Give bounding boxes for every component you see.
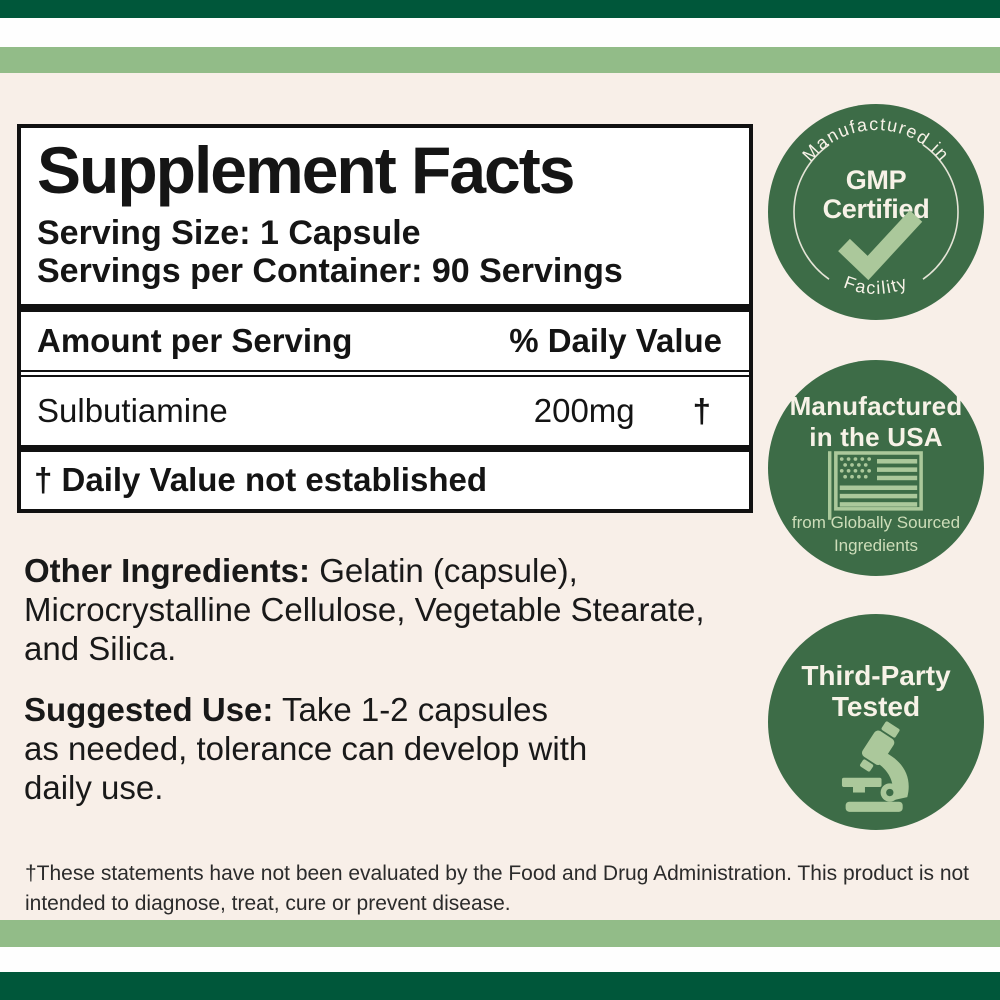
bottom-bar-white [0, 947, 1000, 972]
panel-title: Supplement Facts [37, 133, 575, 207]
badge-third-party-tested: Third-Party Tested [768, 614, 984, 830]
suggested-use-line: daily use. [24, 769, 164, 806]
serving-size: Serving Size: 1 Capsule [37, 213, 421, 252]
microscope-icon [830, 716, 922, 812]
section-divider-double [21, 369, 749, 377]
tested-title: Third-Party Tested [801, 660, 951, 722]
checkmark-icon [838, 210, 923, 281]
daily-value-header: % Daily Value [509, 321, 722, 359]
gmp-badge-graphic: Manufactured in GMP Certified Facility [768, 104, 984, 320]
top-bar-white [0, 18, 1000, 47]
flag-stars [839, 457, 872, 479]
section-divider [21, 444, 749, 452]
other-ingredients-label: Other Ingredients: [24, 552, 311, 589]
badge-ring [793, 144, 830, 280]
panel-header: Supplement Facts Serving Size: 1 Capsule… [21, 128, 749, 304]
other-ingredients-line: Microcrystalline Cellulose, Vegetable St… [24, 591, 705, 628]
suggested-use-line: as needed, tolerance can develop with [24, 730, 588, 767]
daily-value-footnote: † Daily Value not established [34, 461, 487, 499]
section-divider [21, 303, 749, 312]
flag-stripes [839, 459, 918, 507]
bottom-bar-dark [0, 972, 1000, 1000]
other-ingredients-line: Other Ingredients: Gelatin (capsule), [24, 552, 578, 589]
fda-disclaimer-line: intended to diagnose, treat, cure or pre… [25, 892, 511, 915]
usa-subtitle: from Globally Sourced Ingredients [791, 513, 961, 555]
bottom-bar-light [0, 920, 1000, 947]
ingredient-daily-value: † [692, 391, 711, 429]
suggested-use-label: Suggested Use: [24, 691, 274, 728]
ingredient-row: Sulbutiamine 200mg † [21, 377, 749, 445]
fda-disclaimer: †These statements have not been evaluate… [25, 859, 975, 919]
top-bar-dark [0, 0, 1000, 18]
servings-per-container: Servings per Container: 90 Servings [37, 251, 623, 290]
ingredient-amount: 200mg [533, 391, 635, 429]
ingredient-name: Sulbutiamine [37, 391, 228, 429]
fda-disclaimer-line: †These statements have not been evaluate… [25, 862, 970, 885]
suggested-use-line: Suggested Use: Take 1-2 capsules [24, 691, 548, 728]
top-bar-light [0, 47, 1000, 73]
other-ingredients-line: and Silica. [24, 630, 177, 667]
badge-ring [922, 144, 959, 280]
badge-circle [768, 104, 984, 320]
amount-per-serving-header: Amount per Serving [37, 321, 353, 359]
badge-gmp-certified: Manufactured in GMP Certified Facility [768, 104, 984, 320]
suggested-use-text: Suggested Use: Take 1-2 capsules as need… [24, 690, 769, 807]
amounts-header-row: Amount per Serving % Daily Value [21, 312, 749, 370]
gmp-title-line1: GMP [846, 165, 907, 195]
badge-made-in-usa: Manufactured in the USA [768, 360, 984, 576]
other-ingredients-text: Other Ingredients: Gelatin (capsule), Mi… [24, 551, 769, 668]
usa-flag-icon [828, 451, 926, 521]
supplement-facts-panel: Supplement Facts Serving Size: 1 Capsule… [17, 124, 753, 513]
usa-title: Manufactured in the USA [789, 391, 963, 452]
